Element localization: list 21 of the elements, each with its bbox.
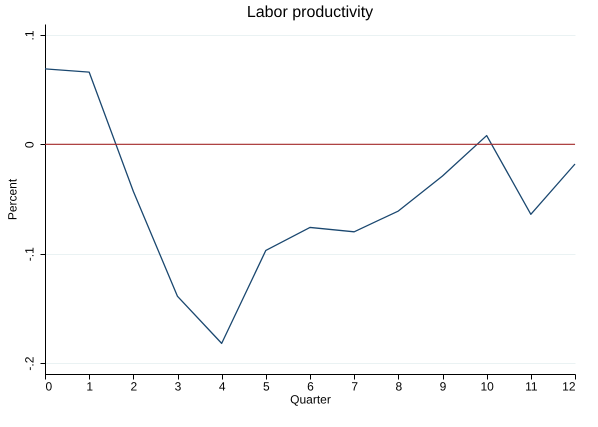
x-tick-label: 6 [307,380,314,394]
x-tick-label: 1 [86,380,94,394]
chart-title: Labor productivity [246,4,374,21]
x-tick-label: 4 [218,380,226,394]
x-tick-label: 11 [525,380,538,394]
y-tick-label: -.2 [22,356,36,371]
x-tick-label: 7 [351,380,358,394]
y-axis-title: Percent [6,178,20,220]
x-tick-label: 5 [262,380,270,394]
y-tick-label: 0 [22,141,36,148]
x-tick-label: 0 [46,380,52,394]
x-axis-title: Quarter [290,392,331,406]
y-tick-label: -.1 [22,246,36,262]
x-tick-label: 12 [562,380,576,394]
x-tick-label: 9 [440,380,447,394]
x-tick-label: 8 [395,380,402,394]
x-tick-label: 2 [130,380,138,394]
x-tick-label: 10 [480,380,494,394]
x-tick-label: 3 [174,380,182,394]
line-series [44,68,576,344]
y-tick-label: .1 [22,30,36,40]
